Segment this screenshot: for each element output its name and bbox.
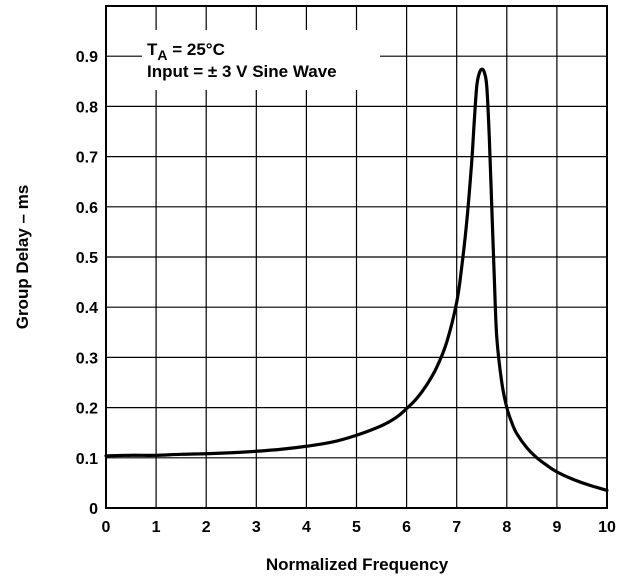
x-tick-label: 4 xyxy=(302,519,311,536)
plot-frame xyxy=(105,5,608,509)
y-axis-ticks: 0 0.1 0.2 0.3 0.4 0.5 0.6 0.7 0.8 0.9 xyxy=(76,49,98,518)
x-tick-label: 0 xyxy=(102,519,111,536)
x-tick-label: 10 xyxy=(598,519,616,536)
x-tick-label: 1 xyxy=(152,519,161,536)
annotation-line-2: Input = ± 3 V Sine Wave xyxy=(147,62,337,81)
x-axis-title: Normalized Frequency xyxy=(266,555,449,574)
annotation-temp: = 25°C xyxy=(168,40,225,59)
y-tick-label: 0.2 xyxy=(76,401,98,418)
y-tick-label: 0.4 xyxy=(76,300,98,317)
y-tick-label: 0.3 xyxy=(76,350,98,367)
x-tick-label: 3 xyxy=(252,519,261,536)
y-axis-title: Group Delay – ms xyxy=(13,185,32,330)
y-tick-label: 0.6 xyxy=(76,200,98,217)
y-tick-label: 0.1 xyxy=(76,451,98,468)
annotation-subscript: A xyxy=(157,47,167,63)
annotation-background xyxy=(142,30,380,90)
annotation-t: T xyxy=(147,40,158,59)
x-tick-label: 2 xyxy=(202,519,211,536)
group-delay-curve xyxy=(104,67,609,493)
y-tick-label: 0.8 xyxy=(76,99,98,116)
annotation-line-1: TA = 25°C xyxy=(147,40,225,63)
y-tick-label: 0.5 xyxy=(76,250,98,267)
y-tick-label: 0.9 xyxy=(76,49,98,66)
x-tick-label: 9 xyxy=(552,519,561,536)
x-tick-label: 6 xyxy=(402,519,411,536)
x-tick-label: 7 xyxy=(452,519,461,536)
x-tick-label: 8 xyxy=(502,519,511,536)
x-tick-label: 5 xyxy=(352,519,361,536)
y-tick-label: 0 xyxy=(89,501,98,518)
y-tick-label: 0.7 xyxy=(76,150,98,167)
x-axis-ticks: 0 1 2 3 4 5 6 7 8 9 10 xyxy=(102,519,616,536)
